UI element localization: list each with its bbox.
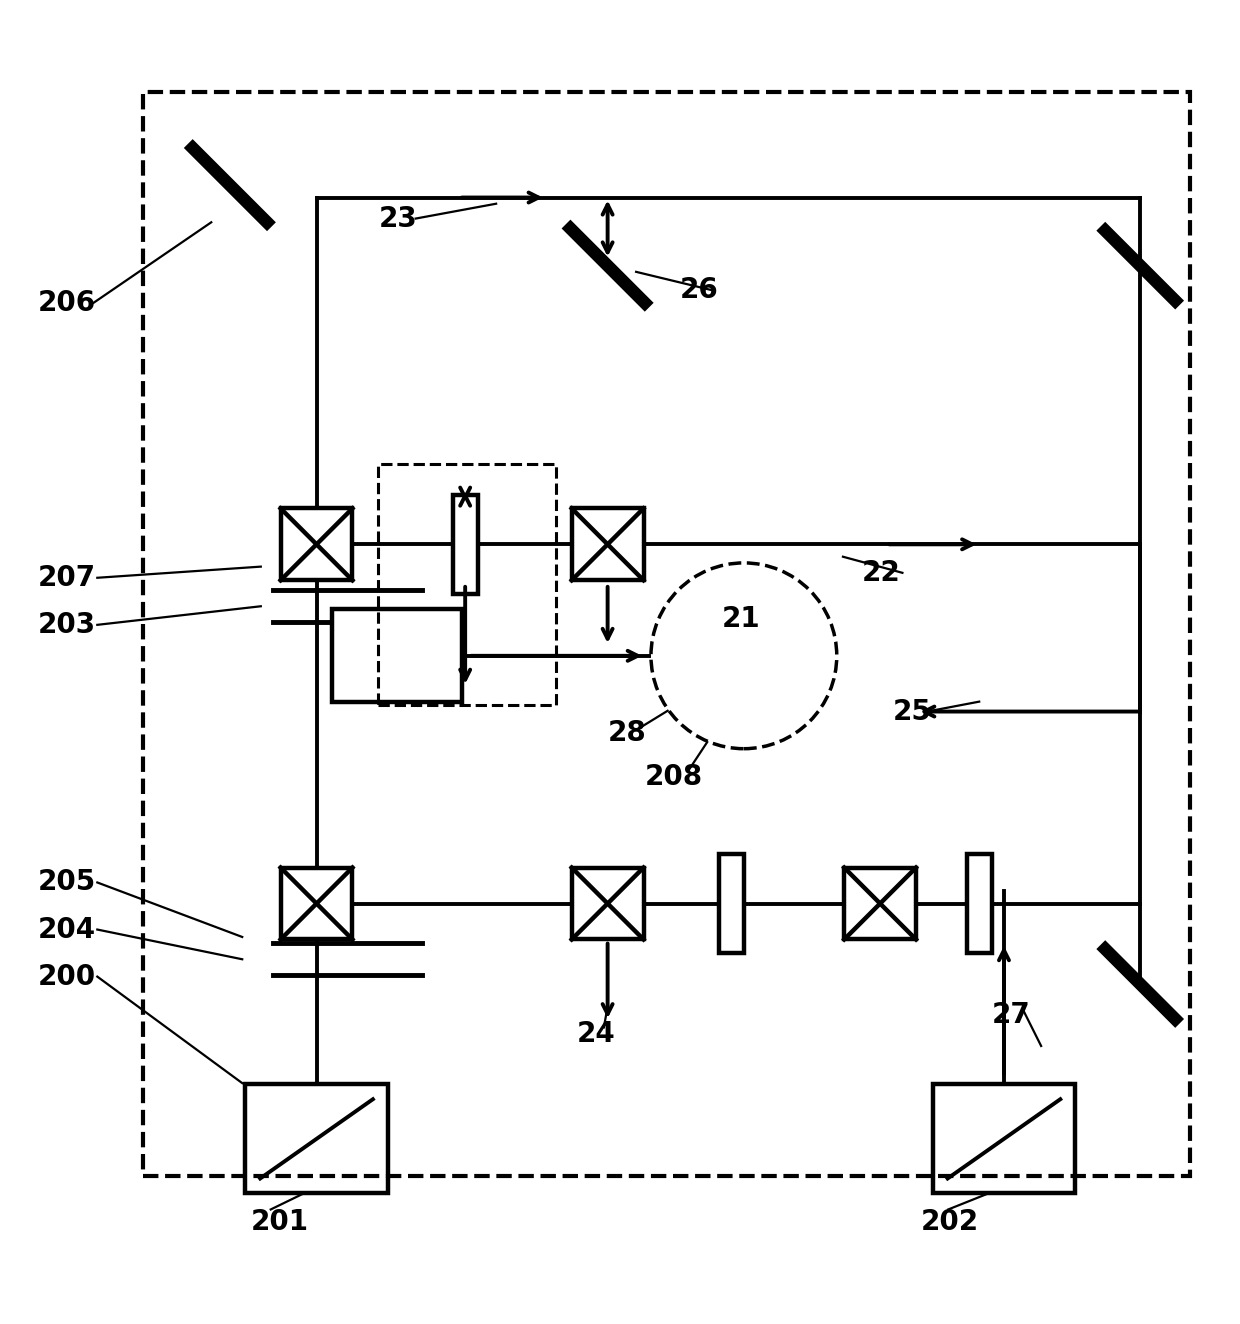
Text: 205: 205 [38,869,97,896]
Bar [572,508,644,580]
Bar [246,1084,388,1193]
Text: 24: 24 [577,1019,615,1047]
Text: 204: 204 [38,915,95,944]
Bar [967,854,992,953]
Text: 208: 208 [645,763,703,792]
Bar [280,508,352,580]
Bar [844,867,916,940]
Text: 203: 203 [38,610,95,639]
Text: 21: 21 [722,605,760,633]
Bar [280,867,352,940]
Bar [453,495,477,594]
Bar [719,854,744,953]
Text: 201: 201 [250,1207,309,1235]
Text: 22: 22 [862,559,900,587]
Text: 25: 25 [893,698,931,726]
Text: 26: 26 [680,277,718,305]
Text: 207: 207 [38,564,95,592]
Bar [932,1084,1075,1193]
Text: 28: 28 [608,719,646,747]
Circle shape [651,563,837,748]
Text: 23: 23 [378,205,417,233]
Text: 202: 202 [921,1207,980,1235]
Text: 206: 206 [38,289,95,316]
Bar [332,609,463,702]
Text: 27: 27 [992,1001,1030,1029]
Bar [572,867,644,940]
Text: 200: 200 [38,963,95,990]
